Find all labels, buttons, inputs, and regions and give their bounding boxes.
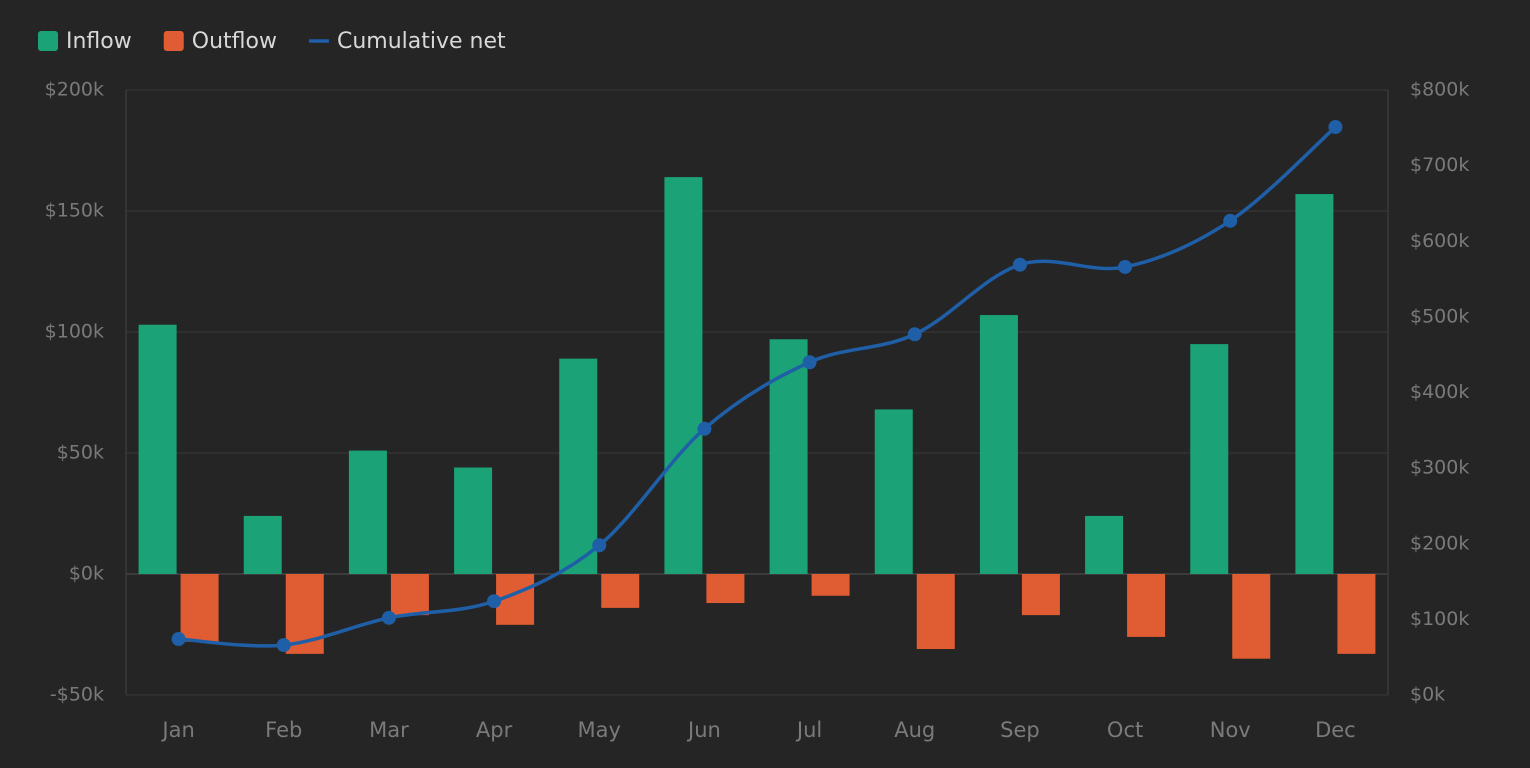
y2-tick-label: $100k	[1410, 608, 1469, 630]
bar	[243, 515, 282, 574]
line-point	[1012, 257, 1027, 272]
x-tick-label: Sep	[1000, 718, 1040, 742]
x-tick-label: Aug	[894, 718, 935, 742]
line-point	[381, 610, 396, 625]
x-tick-label: Jun	[686, 718, 721, 742]
bar	[1337, 574, 1376, 654]
y2-tick-label: $300k	[1410, 457, 1469, 479]
bar	[601, 574, 640, 608]
bar	[1232, 574, 1271, 659]
y2-tick-label: $0k	[1410, 684, 1445, 706]
bar	[390, 574, 429, 616]
line-point	[487, 594, 502, 609]
line-point	[592, 538, 607, 553]
bar	[811, 574, 850, 596]
line-point	[907, 327, 922, 342]
bar	[138, 324, 177, 574]
x-tick-label: Feb	[265, 718, 302, 742]
line-point	[1328, 120, 1343, 135]
bar	[706, 574, 745, 604]
x-tick-label: Dec	[1315, 718, 1356, 742]
y2-tick-label: $400k	[1410, 381, 1469, 403]
bar	[1127, 574, 1166, 637]
x-tick-label: Apr	[476, 718, 513, 742]
legend-label: Cumulative net	[337, 29, 506, 54]
y2-tick-label: $600k	[1410, 230, 1469, 252]
line-point	[171, 632, 186, 647]
legend-label: Inflow	[66, 29, 132, 54]
line-point	[802, 355, 817, 370]
y-tick-label: $200k	[45, 79, 104, 101]
y-tick-label: $100k	[45, 321, 104, 343]
line-point	[697, 421, 712, 436]
x-tick-label: Jul	[795, 718, 822, 742]
line-point	[1118, 259, 1133, 274]
legend-label: Outflow	[192, 29, 277, 54]
legend-swatch	[38, 31, 58, 51]
bar	[454, 467, 493, 574]
y2-tick-label: $700k	[1410, 154, 1469, 176]
bar	[1021, 574, 1060, 616]
bar	[180, 574, 219, 642]
y2-tick-label: $200k	[1410, 532, 1469, 554]
x-tick-label: May	[578, 718, 621, 742]
y2-tick-label: $800k	[1410, 79, 1469, 101]
bar	[769, 339, 808, 574]
legend-swatch	[163, 31, 184, 51]
bar	[348, 450, 387, 574]
bar	[664, 177, 703, 574]
bar	[979, 315, 1018, 574]
bar	[559, 358, 598, 574]
line-point	[276, 638, 291, 653]
x-tick-label: Oct	[1107, 718, 1143, 742]
bar	[1190, 344, 1229, 574]
line-point	[1223, 213, 1238, 228]
x-tick-label: Mar	[369, 718, 409, 742]
y2-tick-label: $500k	[1410, 305, 1469, 327]
x-tick-label: Nov	[1210, 718, 1251, 742]
y-tick-label: $50k	[57, 442, 104, 464]
x-tick-label: Jan	[160, 718, 194, 742]
y-tick-label: $0k	[69, 563, 104, 585]
bar	[1295, 194, 1334, 574]
bar	[874, 409, 913, 574]
y-tick-label: -$50k	[50, 684, 104, 706]
bar	[1085, 515, 1124, 574]
y-tick-label: $150k	[45, 200, 104, 222]
bar	[916, 574, 955, 650]
